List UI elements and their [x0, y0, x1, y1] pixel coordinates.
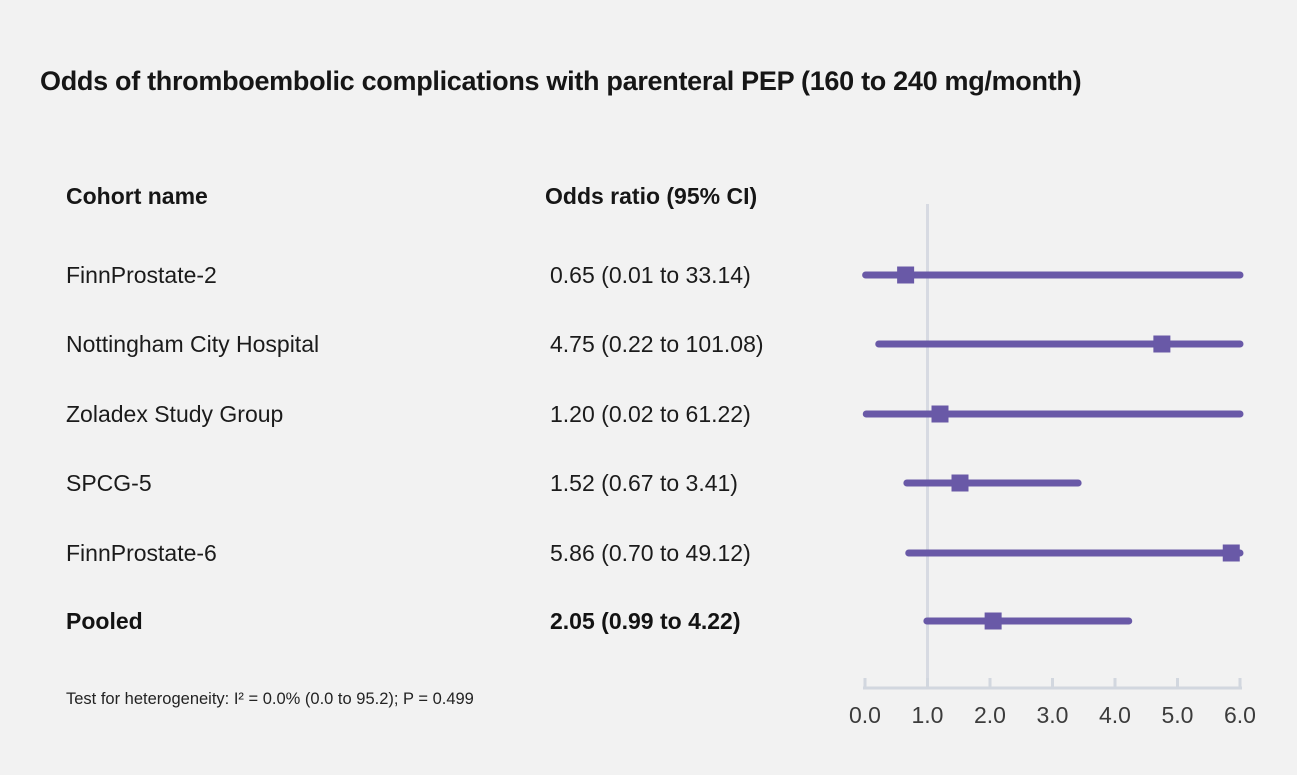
odds-ratio-value: 2.05 (0.99 to 4.22): [550, 608, 741, 634]
estimate-marker: [897, 266, 915, 284]
odds-ratio-value: 1.20 (0.02 to 61.22): [550, 401, 751, 427]
x-axis-tick-label: 3.0: [1037, 702, 1069, 728]
x-axis-tick-label: 4.0: [1099, 702, 1131, 728]
estimate-marker: [1153, 335, 1171, 353]
column-header-odds-ratio: Odds ratio (95% CI): [545, 183, 758, 209]
odds-ratio-value: 1.52 (0.67 to 3.41): [550, 470, 738, 496]
cohort-name: Zoladex Study Group: [66, 401, 284, 427]
x-axis-tick-label: 1.0: [912, 702, 944, 728]
estimate-marker: [1222, 544, 1240, 562]
cohort-name: Nottingham City Hospital: [66, 331, 320, 357]
estimate-marker: [984, 612, 1002, 630]
x-axis-tick-label: 6.0: [1224, 702, 1256, 728]
forest-plot-area: 0.0 1.0 2.0 3.0 4.0 5.0 6.0: [849, 204, 1256, 728]
table-row: SPCG-5 1.52 (0.67 to 3.41): [0, 463, 840, 503]
table-row: Pooled 2.05 (0.99 to 4.22): [0, 601, 840, 641]
heterogeneity-footnote: Test for heterogeneity: I² = 0.0% (0.0 t…: [66, 690, 474, 708]
estimate-marker: [951, 474, 969, 492]
odds-ratio-value: 4.75 (0.22 to 101.08): [550, 331, 764, 357]
table-row: Zoladex Study Group 1.20 (0.02 to 61.22): [0, 394, 840, 434]
cohort-name: FinnProstate-6: [66, 540, 217, 566]
cohort-name: FinnProstate-2: [66, 262, 217, 288]
estimate-marker: [931, 405, 949, 423]
cohort-name: SPCG-5: [66, 470, 152, 496]
odds-ratio-value: 0.65 (0.01 to 33.14): [550, 262, 751, 288]
figure-title: Odds of thromboembolic complications wit…: [40, 66, 1082, 96]
table-row: Nottingham City Hospital 4.75 (0.22 to 10…: [0, 324, 840, 364]
table-row: FinnProstate-6 5.86 (0.70 to 49.12): [0, 533, 840, 573]
column-header-cohort-name: Cohort name: [66, 183, 208, 209]
x-axis-tick-label: 2.0: [974, 702, 1006, 728]
x-axis-tick-label: 0.0: [849, 702, 881, 728]
x-axis-tick-label: 5.0: [1162, 702, 1194, 728]
table-row: FinnProstate-2 0.65 (0.01 to 33.14): [0, 255, 840, 295]
cohort-name: Pooled: [66, 608, 143, 634]
odds-ratio-value: 5.86 (0.70 to 49.12): [550, 540, 751, 566]
